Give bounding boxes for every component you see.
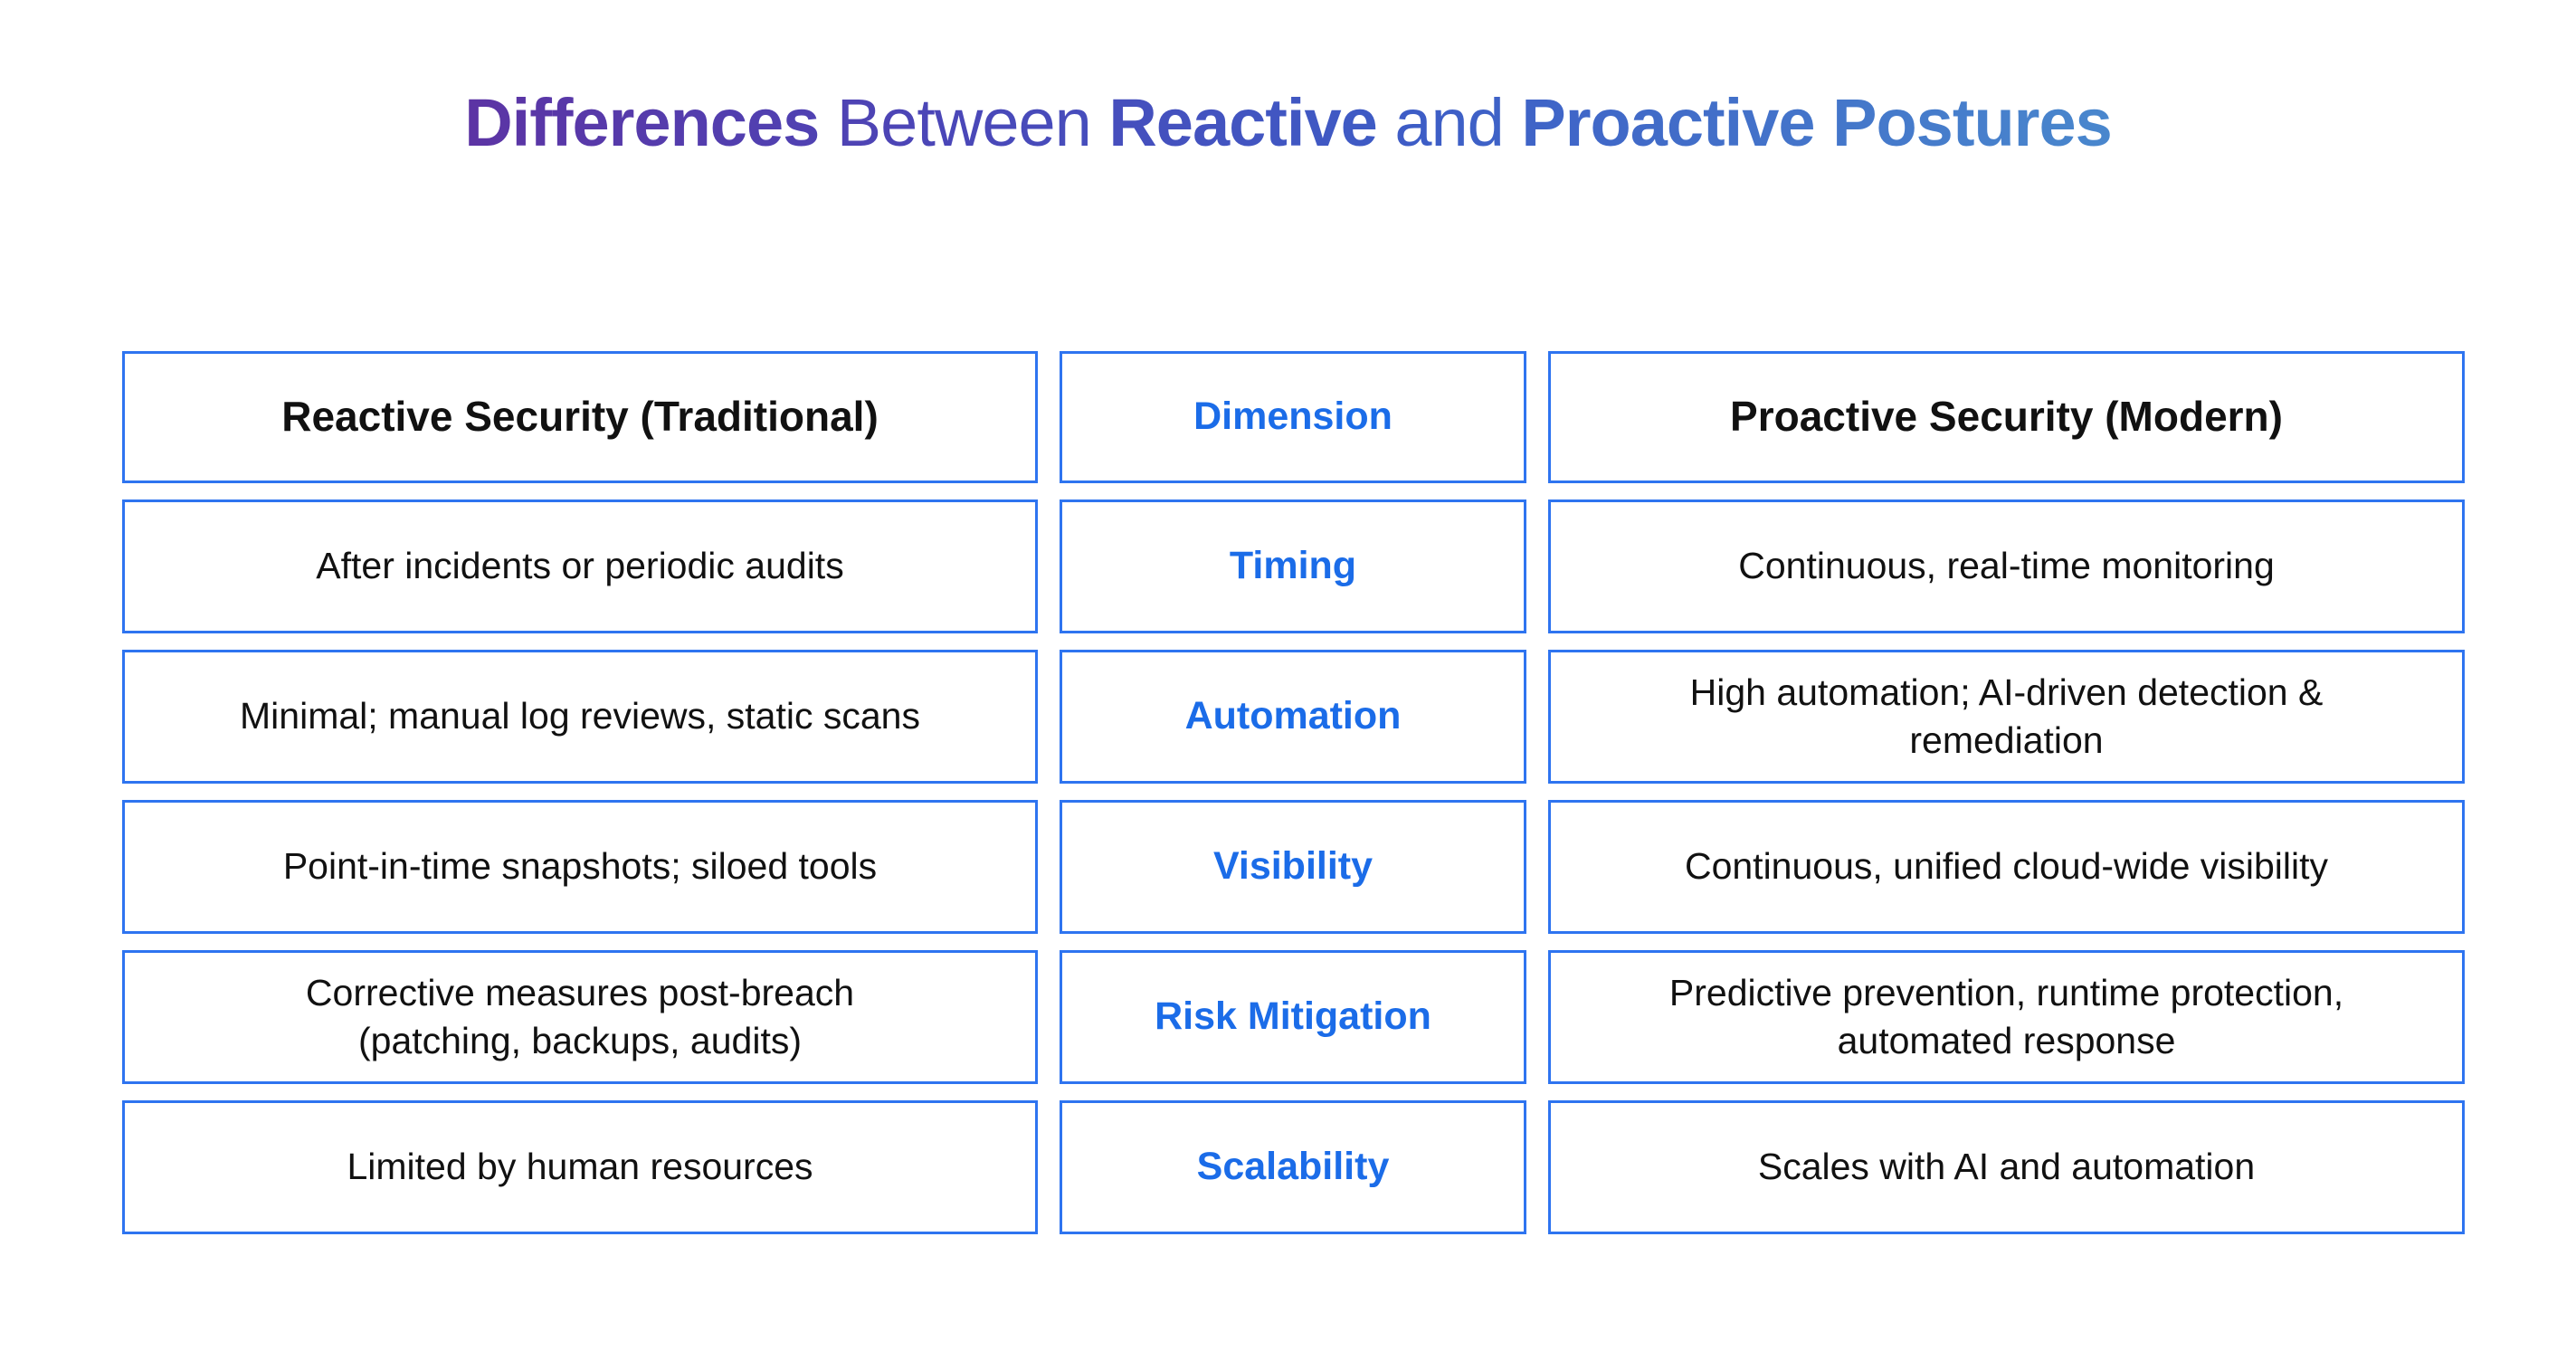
cell-reactive-risk-mitigation: Corrective measures post-breach (patchin… <box>122 950 1038 1084</box>
page-title: Differences Between Reactive and Proacti… <box>464 84 2112 161</box>
cell-reactive-visibility: Point-in-time snapshots; siloed tools <box>122 800 1038 934</box>
title-segment-proactive-postures: Proactive Postures <box>1521 84 2112 160</box>
title-segment-reactive: Reactive <box>1108 84 1377 160</box>
title-segment-and: and <box>1376 84 1522 160</box>
header-dimension: Dimension <box>1060 351 1526 483</box>
cell-reactive-scalability: Limited by human resources <box>122 1100 1038 1234</box>
cell-reactive-automation: Minimal; manual log reviews, static scan… <box>122 650 1038 784</box>
cell-proactive-visibility: Continuous, unified cloud-wide visibilit… <box>1548 800 2465 934</box>
cell-dimension-risk-mitigation: Risk Mitigation <box>1060 950 1526 1084</box>
comparison-table: Reactive Security (Traditional) Dimensio… <box>122 351 2465 1234</box>
cell-proactive-timing: Continuous, real-time monitoring <box>1548 499 2465 633</box>
cell-proactive-scalability: Scales with AI and automation <box>1548 1100 2465 1234</box>
header-reactive-security: Reactive Security (Traditional) <box>122 351 1038 483</box>
cell-proactive-automation: High automation; AI-driven detection & r… <box>1548 650 2465 784</box>
cell-proactive-risk-mitigation: Predictive prevention, runtime protectio… <box>1548 950 2465 1084</box>
cell-dimension-visibility: Visibility <box>1060 800 1526 934</box>
cell-reactive-timing: After incidents or periodic audits <box>122 499 1038 633</box>
cell-dimension-timing: Timing <box>1060 499 1526 633</box>
header-proactive-security: Proactive Security (Modern) <box>1548 351 2465 483</box>
cell-dimension-scalability: Scalability <box>1060 1100 1526 1234</box>
title-segment-differences: Differences <box>464 84 820 160</box>
title-bar: Differences Between Reactive and Proacti… <box>0 0 2576 244</box>
cell-dimension-automation: Automation <box>1060 650 1526 784</box>
title-segment-between: Between <box>819 84 1109 160</box>
